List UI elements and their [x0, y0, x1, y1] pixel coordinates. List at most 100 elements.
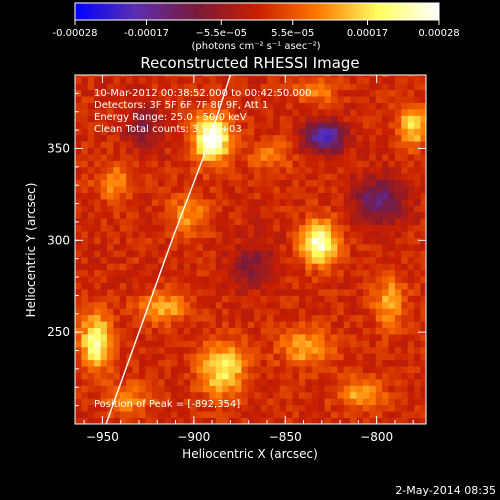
heatmap-cell	[407, 128, 415, 136]
heatmap-cell	[414, 404, 421, 412]
heatmap-cell	[132, 288, 140, 296]
heatmap-cell	[273, 288, 281, 296]
heatmap-cell	[100, 115, 108, 123]
heatmap-cell	[126, 76, 133, 84]
heatmap-cell	[138, 243, 146, 251]
heatmap-cell	[164, 353, 172, 361]
heatmap-cell	[158, 96, 165, 103]
heatmap-cell	[369, 224, 377, 232]
heatmap-cell	[113, 321, 121, 328]
heatmap-cell	[196, 134, 204, 142]
heatmap-cell	[170, 173, 178, 181]
heatmap-cell	[279, 391, 287, 399]
heatmap-cell	[382, 346, 389, 354]
heatmap-cell	[254, 198, 261, 206]
heatmap-cell	[132, 295, 140, 303]
heatmap-cell	[158, 243, 165, 251]
heatmap-cell	[228, 243, 236, 251]
heatmap-cell	[356, 96, 364, 103]
heatmap-cell	[356, 218, 364, 226]
heatmap-cell	[356, 276, 364, 283]
heatmap-cell	[286, 301, 293, 309]
heatmap-cell	[401, 198, 409, 206]
heatmap-cell	[330, 179, 338, 187]
heatmap-cell	[260, 269, 268, 277]
heatmap-cell	[234, 340, 242, 348]
heatmap-cell	[209, 378, 217, 386]
heatmap-cell	[241, 327, 249, 335]
heatmap-cell	[158, 231, 165, 238]
heatmap-cell	[388, 179, 396, 187]
heatmap-cell	[113, 282, 121, 290]
heatmap-cell	[222, 346, 229, 354]
heatmap-cell	[375, 385, 383, 393]
heatmap-cell	[215, 263, 223, 271]
heatmap-cell	[94, 263, 101, 271]
heatmap-cell	[394, 282, 402, 290]
heatmap-cell	[292, 417, 300, 424]
heatmap-cell	[362, 250, 370, 258]
heatmap-cell	[266, 327, 274, 335]
heatmap-cell	[420, 359, 426, 367]
heatmap-cell	[138, 237, 146, 245]
heatmap-cell	[241, 263, 249, 271]
heatmap-cell	[100, 321, 108, 328]
heatmap-cell	[234, 288, 242, 296]
heatmap-cell	[106, 121, 114, 129]
heatmap-cell	[401, 134, 409, 142]
heatmap-cell	[279, 237, 287, 245]
heatmap-cell	[343, 205, 351, 213]
heatmap-cell	[138, 250, 146, 258]
heatmap-cell	[94, 75, 101, 78]
heatmap-cell	[106, 398, 114, 406]
heatmap-cell	[286, 276, 293, 283]
heatmap-cell	[298, 391, 306, 399]
heatmap-cell	[100, 417, 108, 424]
heatmap-cell	[407, 321, 415, 328]
heatmap-cell	[87, 186, 95, 193]
heatmap-cell	[75, 224, 82, 232]
heatmap-cell	[420, 411, 426, 418]
heatmap-cell	[254, 224, 261, 232]
heatmap-cell	[324, 186, 332, 193]
heatmap-cell	[260, 83, 268, 91]
heatmap-cell	[158, 147, 165, 155]
heatmap-cell	[215, 327, 223, 335]
heatmap-cell	[145, 385, 153, 393]
heatmap-cell	[215, 224, 223, 232]
heatmap-cell	[356, 166, 364, 174]
heatmap-cell	[196, 102, 204, 110]
heatmap-cell	[401, 211, 409, 219]
heatmap-cell	[87, 256, 95, 264]
heatmap-cell	[247, 295, 255, 303]
heatmap-cell	[138, 96, 146, 103]
heatmap-cell	[273, 263, 281, 271]
heatmap-cell	[158, 276, 165, 283]
heatmap-cell	[420, 75, 426, 78]
heatmap-cell	[273, 417, 281, 424]
heatmap-cell	[106, 192, 114, 200]
heatmap-cell	[164, 89, 172, 97]
heatmap-cell	[362, 237, 370, 245]
heatmap-cell	[145, 192, 153, 200]
heatmap-cell	[113, 250, 121, 258]
heatmap-cell	[170, 417, 178, 424]
heatmap-cell	[106, 359, 114, 367]
heatmap-cell	[100, 398, 108, 406]
heatmap-cell	[164, 378, 172, 386]
heatmap-cell	[286, 340, 293, 348]
heatmap-cell	[330, 359, 338, 367]
heatmap-cell	[177, 411, 185, 418]
heatmap-cell	[196, 411, 204, 418]
heatmap-cell	[298, 282, 306, 290]
heatmap-cell	[388, 76, 396, 84]
heatmap-cell	[126, 173, 133, 181]
heatmap-cell	[279, 321, 287, 328]
heatmap-cell	[311, 153, 319, 161]
heatmap-cell	[298, 301, 306, 309]
heatmap-cell	[177, 282, 185, 290]
heatmap-cell	[414, 141, 421, 148]
heatmap-cell	[362, 108, 370, 116]
heatmap-cell	[190, 411, 197, 418]
heatmap-cell	[190, 224, 197, 232]
